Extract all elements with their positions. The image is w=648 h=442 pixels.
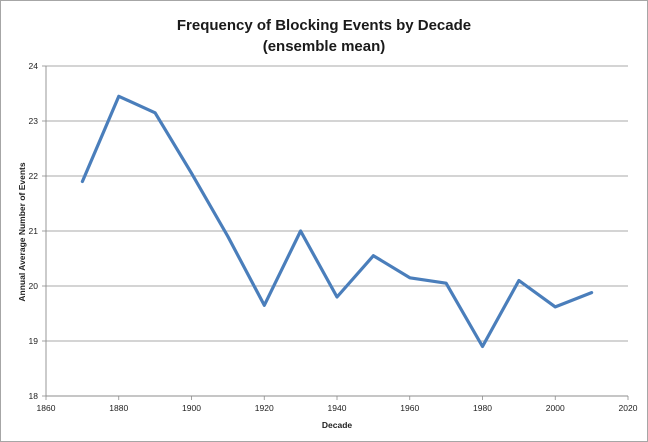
data-point — [263, 304, 266, 307]
y-axis-label: Annual Average Number of Events — [17, 162, 27, 301]
data-point — [372, 254, 375, 257]
data-point — [590, 291, 593, 294]
series-layer — [80, 94, 594, 349]
y-tick-label: 23 — [29, 116, 39, 126]
data-point — [517, 279, 521, 282]
y-tick-label: 22 — [29, 171, 39, 181]
x-tick-label: 2000 — [546, 403, 565, 413]
x-tick-label: 1960 — [400, 403, 419, 413]
x-tick-label: 1940 — [328, 403, 347, 413]
data-point — [190, 172, 193, 175]
data-point — [117, 95, 120, 98]
data-point — [335, 295, 339, 299]
data-point — [226, 235, 230, 238]
x-tick-label: 1860 — [37, 403, 56, 413]
x-axis-label: Decade — [322, 420, 353, 430]
data-point — [554, 305, 557, 309]
data-point — [299, 229, 302, 233]
data-point — [153, 111, 157, 114]
y-tick-label: 19 — [29, 336, 39, 346]
gridlines — [46, 65, 628, 342]
x-tick-label: 1980 — [473, 403, 492, 413]
y-tick-label: 24 — [29, 61, 39, 71]
data-point — [444, 282, 448, 285]
x-tick-label: 1920 — [255, 403, 274, 413]
axes — [42, 65, 629, 400]
data-point — [481, 345, 484, 348]
chart-title: Frequency of Blocking Events by Decade — [177, 17, 471, 34]
data-point — [408, 276, 411, 279]
x-tick-label: 1880 — [109, 403, 128, 413]
x-tick-label: 2020 — [619, 403, 638, 413]
chart-subtitle: (ensemble mean) — [263, 38, 386, 55]
series-line — [80, 94, 594, 349]
y-tick-label: 21 — [29, 226, 39, 236]
x-tick-label: 1900 — [182, 403, 201, 413]
data-point — [81, 180, 84, 183]
y-tick-label: 20 — [29, 281, 39, 291]
y-tick-label: 18 — [29, 391, 39, 401]
